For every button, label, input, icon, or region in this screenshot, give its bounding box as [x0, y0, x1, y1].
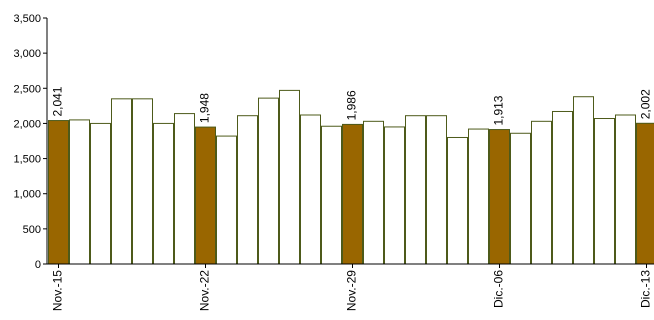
x-tick-label: Nov.-29 — [345, 270, 359, 311]
y-tick-label: 2,500 — [13, 83, 41, 95]
data-label: 2,041 — [51, 86, 65, 116]
bar — [132, 98, 153, 265]
bar — [69, 119, 90, 265]
x-axis: Nov.-15 Nov.-22 Nov.-29 Dic.-06 Dic.-13 — [47, 263, 654, 311]
bar — [531, 120, 552, 265]
highlighted-bar — [342, 123, 363, 265]
highlighted-bar — [636, 122, 654, 265]
bar — [405, 115, 426, 265]
x-tick-label: Dic.-13 — [639, 270, 653, 308]
y-tick-label: 1,500 — [13, 154, 41, 166]
bars — [48, 89, 654, 265]
bar — [573, 96, 594, 265]
bar — [384, 126, 405, 265]
bar — [468, 128, 489, 265]
bar — [111, 98, 132, 265]
y-tick-label: 500 — [23, 224, 41, 236]
y-tick-label: 3,000 — [13, 48, 41, 60]
data-label: 2,002 — [639, 89, 653, 119]
bar — [447, 136, 468, 265]
data-labels: 2,041 1,948 1,986 1,913 2,002 — [51, 86, 653, 125]
bar — [321, 125, 342, 265]
bar — [510, 132, 531, 265]
bar — [237, 115, 258, 265]
bar — [426, 115, 447, 265]
y-tick-label: 1,000 — [13, 189, 41, 201]
y-axis: 0 500 1,000 1,500 2,000 2,500 3,000 3,500 — [13, 13, 48, 271]
bar — [615, 114, 636, 265]
data-label: 1,913 — [492, 95, 506, 125]
bar — [174, 113, 195, 265]
data-label: 1,986 — [345, 90, 359, 120]
highlighted-bar — [489, 129, 510, 265]
bar — [363, 120, 384, 265]
x-tick-label: Dic.-06 — [492, 270, 506, 308]
bar — [300, 114, 321, 265]
highlighted-bar — [195, 126, 216, 265]
highlighted-bar — [48, 120, 69, 265]
y-tick-label: 3,500 — [13, 13, 41, 25]
bar — [258, 97, 279, 265]
y-tick-label: 2,000 — [13, 118, 41, 130]
bar — [90, 122, 111, 265]
data-label: 1,948 — [198, 93, 212, 123]
bar — [594, 118, 615, 265]
bar — [216, 135, 237, 265]
x-tick-label: Nov.-22 — [198, 270, 212, 311]
bar — [552, 110, 573, 265]
bar — [279, 89, 300, 265]
bar — [153, 122, 174, 265]
y-tick-label: 0 — [35, 259, 41, 271]
x-tick-label: Nov.-15 — [51, 270, 65, 311]
